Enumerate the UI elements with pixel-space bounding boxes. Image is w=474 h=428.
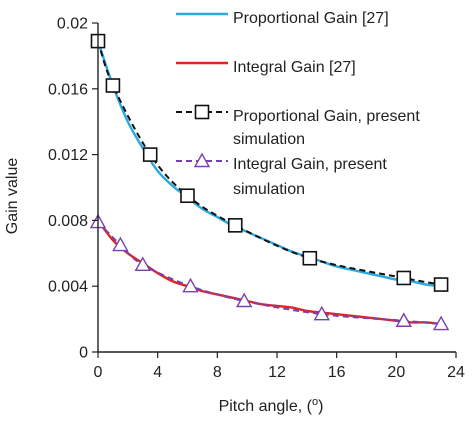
x-axis-title: Pitch angle, (o) (219, 396, 324, 415)
x-tick-label-4: 12 (268, 364, 286, 381)
x-axis-title-main: Pitch angle, ( (219, 398, 313, 415)
x-tick-label-6: 20 (387, 364, 405, 381)
y-tick-label-6: 0.02 (57, 16, 88, 33)
y-tick-label-2: 0.004 (48, 279, 88, 296)
y-tick-label-1: 0 (79, 345, 88, 362)
legend-label-4-line-2: simulation (233, 181, 305, 198)
y-axis-title: Gain value (4, 158, 21, 235)
ticks: 0 4 8 12 16 20 24 0 0.004 0.008 0.012 0.016 0.02 (48, 16, 465, 382)
x-axis-title-close: ) (318, 398, 323, 415)
series-4-point-2 (112, 236, 129, 252)
legend-label-3-line-2: simulation (233, 131, 305, 148)
x-tick-label-1: 0 (94, 364, 103, 381)
series-line-3 (97, 40, 442, 286)
legend-label-2-line-1: Integral Gain [27] (233, 59, 356, 76)
series-3-point-7 (396, 270, 412, 286)
legend-label-3-line-1: Proportional Gain, present (233, 108, 420, 125)
legend: Proportional Gain [27] Integral Gain [27]… (176, 10, 420, 198)
x-tick-label-7: 24 (447, 364, 465, 381)
series-3-point-2 (105, 78, 121, 93)
series-3-point-3 (142, 147, 158, 162)
legend-label-1-line-1: Proportional Gain [27] (233, 10, 389, 27)
series-4-point-3 (134, 256, 151, 272)
y-tick-label-5: 0.016 (48, 81, 88, 98)
series-4-point-4 (182, 277, 199, 293)
x-tick-label-2: 4 (153, 364, 162, 381)
series-4-point-5 (235, 292, 253, 308)
legend-key-marker-4 (193, 152, 211, 168)
series-line-4 (97, 221, 442, 326)
x-tick-label-3: 8 (213, 364, 222, 381)
series-line-2 (97, 219, 442, 326)
plot-lines (96, 40, 442, 326)
y-tick-label-4: 0.012 (48, 147, 88, 164)
x-axis-title-sup: o (312, 396, 318, 408)
x-tick-label-5: 16 (328, 364, 346, 381)
series-3-point-5 (227, 218, 243, 233)
legend-label-4-line-1: Integral Gain, present (233, 156, 387, 173)
markers (89, 33, 450, 331)
series-4-point-8 (432, 315, 450, 331)
legend-key-marker-3 (194, 104, 210, 120)
series-4-point-7 (395, 312, 412, 327)
series-3-point-4 (180, 188, 195, 204)
series-3-point-8 (433, 277, 449, 292)
series-3-point-6 (302, 250, 318, 266)
series-4-point-6 (313, 305, 330, 321)
y-tick-label-3: 0.008 (48, 213, 88, 230)
